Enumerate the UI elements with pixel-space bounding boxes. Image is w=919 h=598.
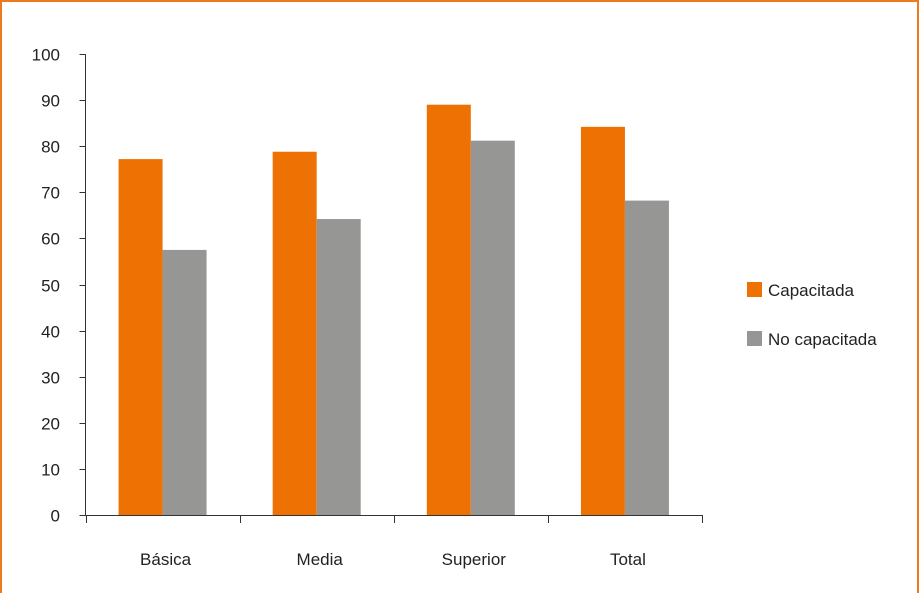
y-tick-label: 70: [41, 184, 60, 203]
y-tick-label: 20: [41, 415, 60, 434]
y-tick-label: 30: [41, 369, 60, 388]
bar-no-capacitada: [316, 219, 361, 515]
x-tick-label: Superior: [442, 550, 507, 569]
x-axis: Básica Media Superior Total: [85, 515, 703, 569]
y-tick-label: 0: [51, 507, 60, 526]
y-tick-label: 40: [41, 323, 60, 342]
legend-swatch: [747, 331, 762, 346]
bars: [118, 104, 669, 516]
y-tick-label: 10: [41, 461, 60, 480]
bar-no-capacitada: [162, 249, 207, 516]
bar-capacitada: [118, 159, 163, 515]
x-tick-label: Básica: [140, 550, 192, 569]
legend-label: No capacitada: [768, 330, 877, 349]
bar-capacitada: [272, 151, 317, 515]
legend-swatch: [747, 282, 762, 297]
legend: Capacitada No capacitada: [747, 281, 877, 349]
bar-no-capacitada: [624, 200, 669, 515]
x-tick-label: Media: [297, 550, 344, 569]
y-tick-label: 60: [41, 230, 60, 249]
y-axis: 0 10 20 30 40 50 60 70 80 90 100: [32, 46, 86, 526]
x-tick-label: Total: [610, 550, 646, 569]
y-tick-label: 80: [41, 138, 60, 157]
legend-label: Capacitada: [768, 281, 855, 300]
y-tick-label: 50: [41, 277, 60, 296]
bar-no-capacitada: [470, 140, 515, 515]
bar-capacitada: [426, 104, 471, 516]
y-tick-label: 90: [41, 92, 60, 111]
y-tick-label: 100: [32, 46, 60, 65]
bar-capacitada: [580, 126, 625, 515]
